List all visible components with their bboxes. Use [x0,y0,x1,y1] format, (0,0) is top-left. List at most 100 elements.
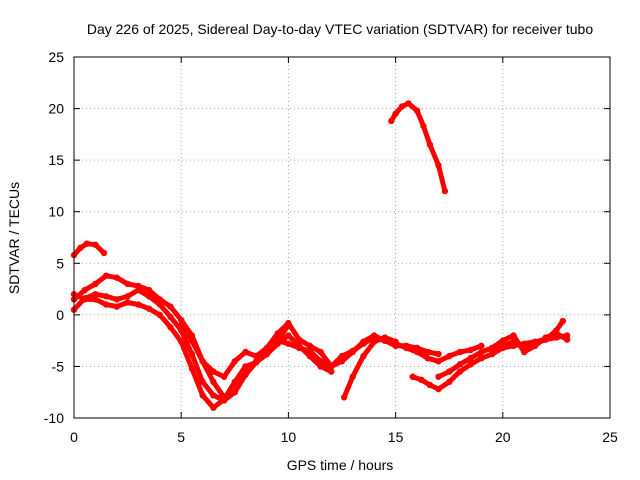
series-3-point-4 [113,303,121,310]
series-4-point-12 [306,342,314,349]
series-4-point-4 [220,373,228,380]
series-8-point-6 [467,361,474,368]
series-4-point-10 [285,319,292,327]
series-9-point-3 [467,354,474,362]
series-7-point-1 [392,110,399,117]
series-3-point-11 [188,365,196,372]
series-0-point-3 [92,241,99,248]
series-7 [388,100,449,195]
series-3-point-3 [102,301,110,308]
series-4-point-8 [263,344,271,352]
series-3-point-17 [253,359,260,366]
series-6-point-3 [370,338,378,345]
series-9-point-7 [510,332,517,339]
series-1-point-3 [102,272,110,279]
series-4-point-23 [424,348,431,356]
series-4-point-2 [199,358,206,365]
series-5-point-2 [295,344,303,352]
y-tick-label-0: -10 [44,410,64,426]
series-1-point-1 [81,286,88,294]
series-5-point-4 [317,358,324,365]
series-3-point-24 [328,368,335,375]
series-5-point-16 [446,352,453,360]
series-4-point-6 [242,348,249,356]
series-1-point-2 [92,280,99,288]
series-9-point-4 [478,348,485,356]
series-5-point-1 [285,340,292,347]
series-2-point-13 [210,392,217,399]
series-2-point-7 [145,293,153,300]
series-2-point-6 [135,286,142,294]
series-9-point-1 [446,368,453,375]
series-7-point-7 [435,162,442,169]
series-10 [488,317,567,355]
series-0 [70,240,108,259]
series-5-point-14 [424,354,431,362]
series-5-point-17 [456,348,464,356]
series-0-point-4 [100,249,108,257]
series-9-point-0 [435,373,442,380]
series-5-point-15 [435,358,442,365]
y-axis-label: SDTVAR / TECUs [6,182,22,294]
series-4-point-11 [295,336,303,343]
series-3-point-15 [231,378,238,386]
series-10-point-6 [553,327,560,334]
series-3-point-23 [317,363,324,370]
series-4-point-24 [435,350,442,358]
series-3-point-20 [285,332,292,339]
series-4-point-1 [188,337,196,344]
series-1-point-7 [145,286,153,294]
x-tick-label-2: 10 [281,429,297,445]
series-2-point-9 [167,313,174,321]
series-3-point-9 [167,324,174,331]
series-1-point-5 [124,280,131,288]
series-10-point-4 [531,340,539,347]
series-10-point-2 [510,338,517,345]
y-tick-label-1: -5 [52,358,65,374]
series-9-point-2 [456,361,464,368]
series-3-point-2 [92,296,99,303]
series-2-point-2 [92,291,99,298]
series-4-point-9 [274,330,281,337]
series-4-point-0 [178,321,185,329]
series-5-point-0 [274,337,281,344]
series-8-point-0 [409,373,416,380]
series-7-point-3 [405,100,412,107]
series-1-point-4 [113,274,121,281]
series-6-point-4 [381,334,389,341]
x-tick-label-0: 0 [70,429,78,445]
series-8-point-7 [478,354,485,362]
series-4-point-3 [210,368,217,375]
series-6-point-2 [360,352,367,360]
series-10-point-7 [559,317,567,325]
series-7-point-2 [398,103,406,110]
x-tick-label-1: 5 [177,429,185,445]
series-7-point-4 [413,107,421,114]
series-3-point-12 [199,392,206,399]
series-7-point-6 [426,141,434,148]
series-5-point-13 [413,348,421,356]
series-5-point-18 [467,346,474,354]
series-1-point-9 [167,303,174,310]
series-3-point-1 [81,296,88,303]
y-tick-label-7: 25 [48,49,64,65]
series-7-point-5 [420,122,427,130]
series-2-point-11 [188,350,196,358]
y-tick-label-5: 15 [48,152,64,168]
series-3 [70,291,335,411]
series-5-point-12 [403,344,410,352]
series-5-point-3 [306,347,314,355]
series-5-point-6 [338,352,346,360]
series-0-point-2 [83,240,91,247]
series-7-point-8 [441,187,449,195]
y-tick-label-4: 10 [48,204,64,220]
series-5-point-19 [478,342,485,349]
series-1-point-13 [210,378,217,386]
series-7-point-0 [388,117,395,125]
series-8-point-1 [418,376,425,384]
chart-title: Day 226 of 2025, Sidereal Day-to-day VTE… [87,21,594,37]
series-3-point-6 [135,301,142,308]
series-8-point-2 [426,381,434,389]
series-3-point-5 [124,299,131,306]
